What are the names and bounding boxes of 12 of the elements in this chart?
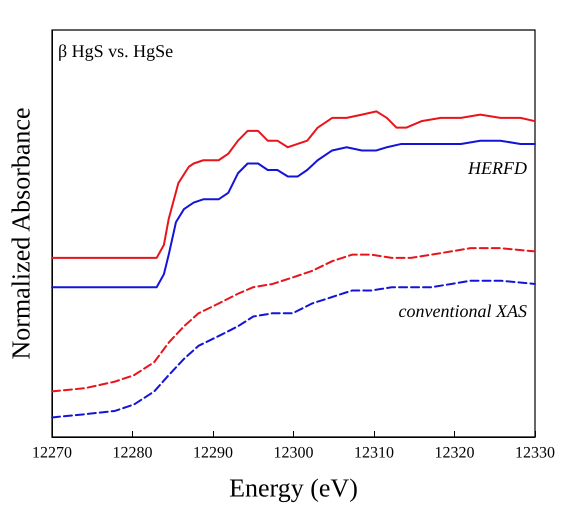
chart-title: β HgS vs. HgSe <box>58 41 174 61</box>
x-axis-title: Energy (eV) <box>229 474 358 502</box>
x-tick-label: 12290 <box>193 444 233 462</box>
y-axis-title: Normalized Absorbance <box>6 108 36 360</box>
annotation: conventional XAS <box>398 301 527 321</box>
x-tick-label: 12300 <box>274 444 314 462</box>
x-tick-label: 12320 <box>434 444 474 462</box>
x-tick-label: 12280 <box>112 444 152 462</box>
x-tick-label: 12270 <box>32 444 72 462</box>
x-tick-label: 12310 <box>354 444 394 462</box>
annotation: HERFD <box>467 158 527 178</box>
x-tick-label: 12330 <box>515 444 555 462</box>
